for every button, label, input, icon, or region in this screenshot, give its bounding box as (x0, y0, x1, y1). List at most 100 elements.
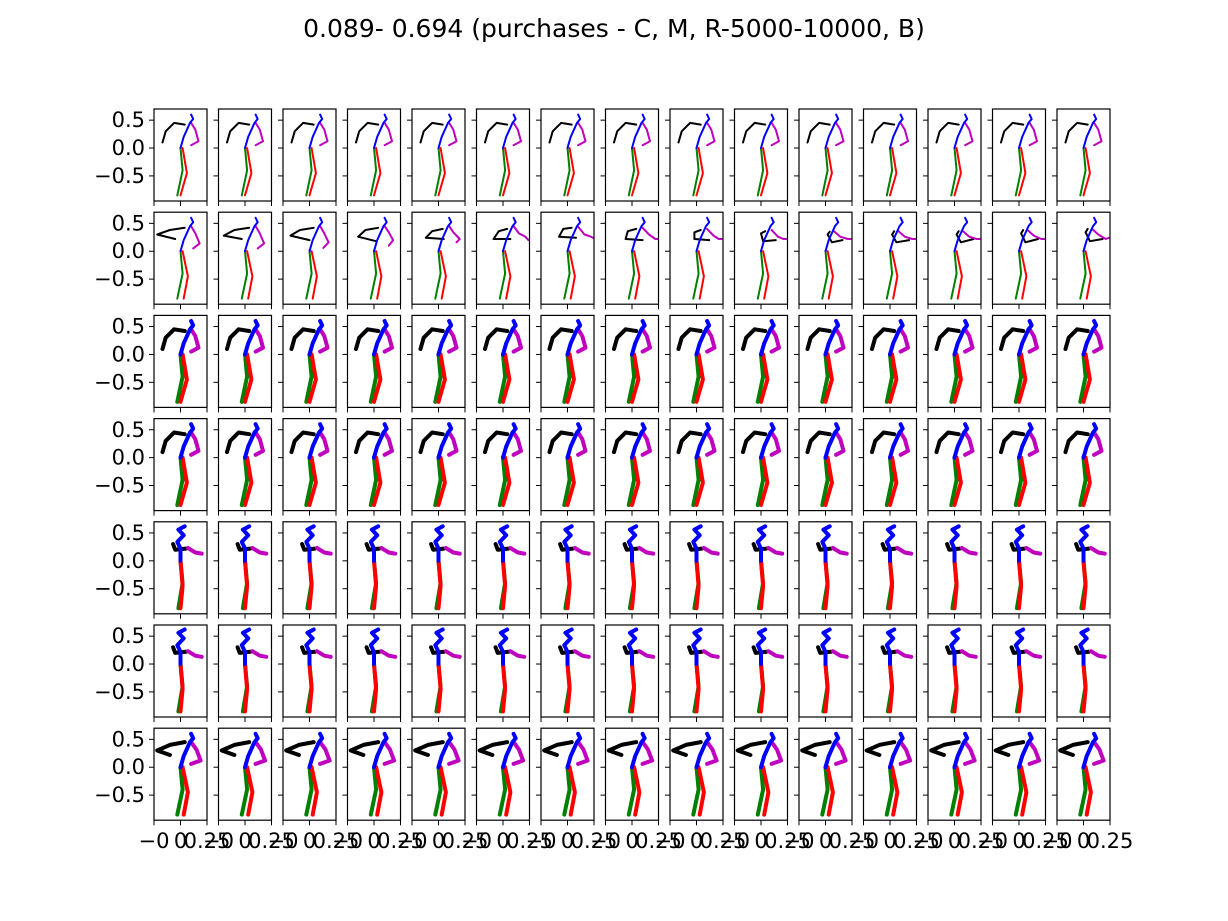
left-arm-line (558, 226, 577, 239)
left-arm-line (160, 327, 187, 351)
subplot-0-10 (794, 108, 853, 206)
right-arm-line (637, 546, 656, 556)
spine-line (691, 524, 703, 563)
left-leg-line (949, 765, 959, 817)
subplot-1-2 (278, 211, 337, 310)
x-tick-label: 0.25 (1087, 829, 1134, 853)
right-leg-line (501, 558, 508, 611)
right-leg-line (565, 558, 572, 611)
right-leg-line (375, 250, 383, 300)
right-leg-line (1083, 765, 1093, 817)
right-arm-line (443, 649, 462, 659)
right-leg-line (372, 662, 379, 714)
left-leg-line (497, 352, 508, 404)
subplot-5-12 (923, 624, 982, 722)
left-leg-line (563, 250, 571, 300)
left-leg-line (949, 352, 959, 404)
left-arm-line (676, 327, 703, 351)
left-leg-line (884, 765, 895, 817)
left-leg-line (369, 147, 378, 197)
subplot-2-10 (794, 314, 853, 413)
right-leg-line (1081, 352, 1092, 404)
right-arm-line (963, 430, 975, 457)
subplot-1-8 (665, 211, 724, 310)
spine-line (562, 524, 574, 563)
left-leg-line (176, 250, 184, 300)
spine-line (952, 319, 970, 357)
right-arm-line (448, 225, 461, 244)
right-arm-line (640, 740, 655, 766)
spine-line (1081, 319, 1099, 357)
right-leg-line (565, 352, 576, 404)
left-leg-line (755, 455, 766, 507)
right-leg-line (952, 662, 959, 714)
x-tick-label: 0.25 (506, 829, 553, 853)
right-arm-line (185, 649, 204, 659)
x-tick-label: 0 (819, 829, 832, 853)
x-tick-label: −0 (461, 829, 492, 853)
right-leg-line (630, 455, 641, 507)
right-arm-line (701, 546, 720, 556)
left-arm-line (484, 121, 509, 144)
spine-line (562, 627, 574, 666)
right-arm-line (382, 327, 394, 354)
right-arm-line (769, 327, 781, 354)
right-arm-line (640, 327, 652, 354)
left-arm-line (222, 226, 251, 240)
right-leg-line (503, 765, 513, 817)
left-leg-line (627, 147, 636, 197)
right-arm-line (576, 740, 590, 766)
x-tick-label: 0 (496, 829, 509, 853)
spine-line (888, 731, 905, 770)
right-arm-line (254, 121, 264, 147)
left-leg-line (434, 250, 442, 300)
right-arm-line (382, 740, 397, 766)
right-arm-line (1027, 430, 1039, 457)
right-leg-line (566, 147, 575, 197)
subplot-5-2 (278, 624, 337, 722)
right-arm-line (833, 230, 852, 240)
subplot-6-5: −0 00.25 (461, 727, 553, 853)
left-arm-line (418, 327, 445, 351)
x-tick-label: −0 (139, 829, 170, 853)
right-arm-line (1024, 649, 1043, 659)
spine-line (436, 731, 454, 770)
spine-line (243, 731, 260, 770)
left-leg-line (304, 352, 314, 404)
left-leg-line (175, 765, 185, 817)
right-leg-line (1082, 147, 1091, 197)
subplot-5-4 (407, 624, 466, 722)
left-arm-line (624, 227, 644, 242)
left-arm-line (929, 740, 961, 757)
x-tick-label: 0.25 (829, 829, 876, 853)
right-arm-line (314, 649, 333, 659)
left-arm-line (424, 227, 445, 240)
right-arm-line (637, 649, 656, 659)
right-leg-line (567, 765, 577, 817)
subplot-6-1: −0 00.25 (203, 727, 295, 853)
left-arm-line (1064, 121, 1089, 144)
left-arm-line (1063, 327, 1090, 351)
left-leg-line (1014, 250, 1023, 300)
x-tick-label: 0 (174, 829, 187, 853)
right-arm-line (382, 430, 394, 457)
right-leg-line (436, 558, 443, 611)
right-arm-line (250, 649, 269, 659)
right-arm-line (1092, 430, 1104, 457)
right-leg-line (565, 455, 576, 507)
subplot-6-10: −0 00.25 (784, 727, 876, 853)
right-arm-line (577, 225, 594, 239)
left-arm-line (354, 327, 381, 351)
left-leg-line (497, 765, 508, 817)
spine-line (497, 524, 510, 563)
spine-line (179, 113, 195, 149)
right-leg-line (759, 558, 766, 611)
left-leg-line (884, 455, 895, 507)
spine-line (307, 731, 325, 770)
x-tick-label: 0 (1077, 829, 1090, 853)
spine-line (501, 422, 518, 460)
left-arm-line (999, 327, 1026, 351)
subplot-0-0: 0.5 0.0 −0.5 (94, 108, 208, 206)
spine-line (884, 627, 897, 666)
y-tick-label: 0.0 (112, 342, 145, 366)
